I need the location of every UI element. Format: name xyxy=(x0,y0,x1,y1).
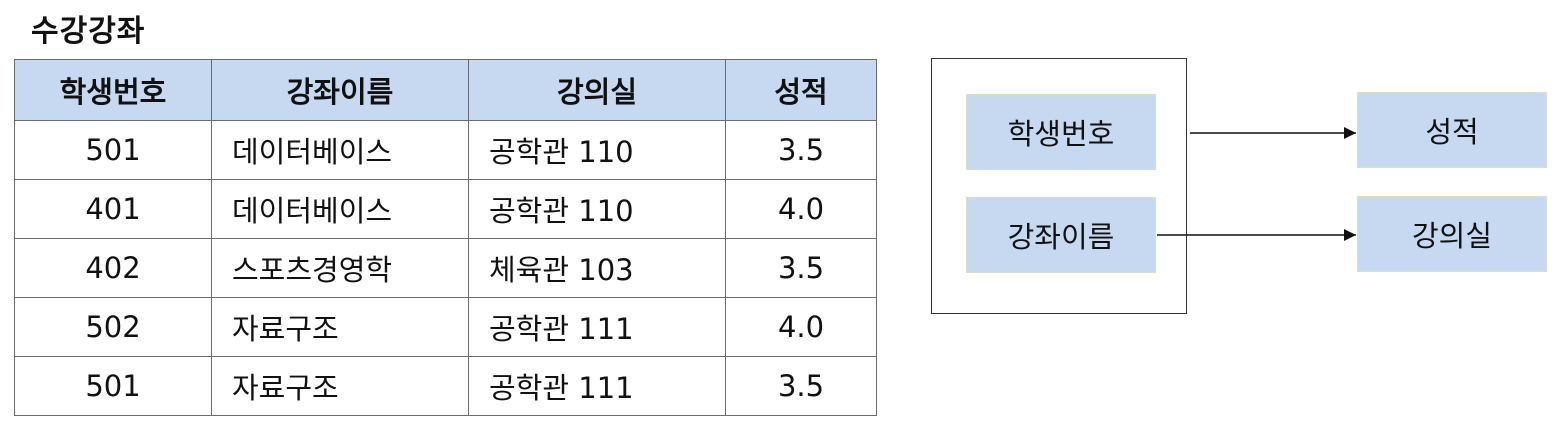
header-cell: 학생번호 xyxy=(14,59,212,121)
table-cell: 501 xyxy=(14,356,212,416)
table-cell: 3.5 xyxy=(725,120,877,180)
attr-grade: 성적 xyxy=(1357,92,1547,168)
table-row: 402 스포츠경영학 체육관 103 3.5 xyxy=(14,238,877,298)
table-cell: 데이터베이스 xyxy=(211,179,469,239)
table-cell: 3.5 xyxy=(725,356,877,416)
attr-student-id: 학생번호 xyxy=(966,94,1156,170)
table-cell: 3.5 xyxy=(725,238,877,298)
table-cell: 공학관 111 xyxy=(468,356,726,416)
table-cell: 4.0 xyxy=(725,179,877,239)
header-cell: 강좌이름 xyxy=(211,59,469,121)
table-row: 502 자료구조 공학관 111 4.0 xyxy=(14,297,877,357)
table-cell: 4.0 xyxy=(725,297,877,357)
attr-course-name: 강좌이름 xyxy=(966,197,1156,273)
table-cell: 스포츠경영학 xyxy=(211,238,469,298)
table-title: 수강강좌 xyxy=(31,14,146,49)
table-cell: 공학관 110 xyxy=(468,179,726,239)
table-cell: 체육관 103 xyxy=(468,238,726,298)
header-row: 학생번호 강좌이름 강의실 성적 xyxy=(14,59,877,121)
table-row: 501 데이터베이스 공학관 110 3.5 xyxy=(14,120,877,180)
table-cell: 데이터베이스 xyxy=(211,120,469,180)
table-cell: 자료구조 xyxy=(211,356,469,416)
composite-key-frame xyxy=(931,58,1187,314)
table-row: 501 자료구조 공학관 111 3.5 xyxy=(14,356,877,416)
table-cell: 공학관 110 xyxy=(468,120,726,180)
header-cell: 강의실 xyxy=(468,59,726,121)
relation-table: 학생번호 강좌이름 강의실 성적 501 데이터베이스 공학관 110 3.5 … xyxy=(14,59,877,416)
table-cell: 자료구조 xyxy=(211,297,469,357)
table-cell: 502 xyxy=(14,297,212,357)
attr-classroom: 강의실 xyxy=(1357,196,1547,272)
table-cell: 402 xyxy=(14,238,212,298)
